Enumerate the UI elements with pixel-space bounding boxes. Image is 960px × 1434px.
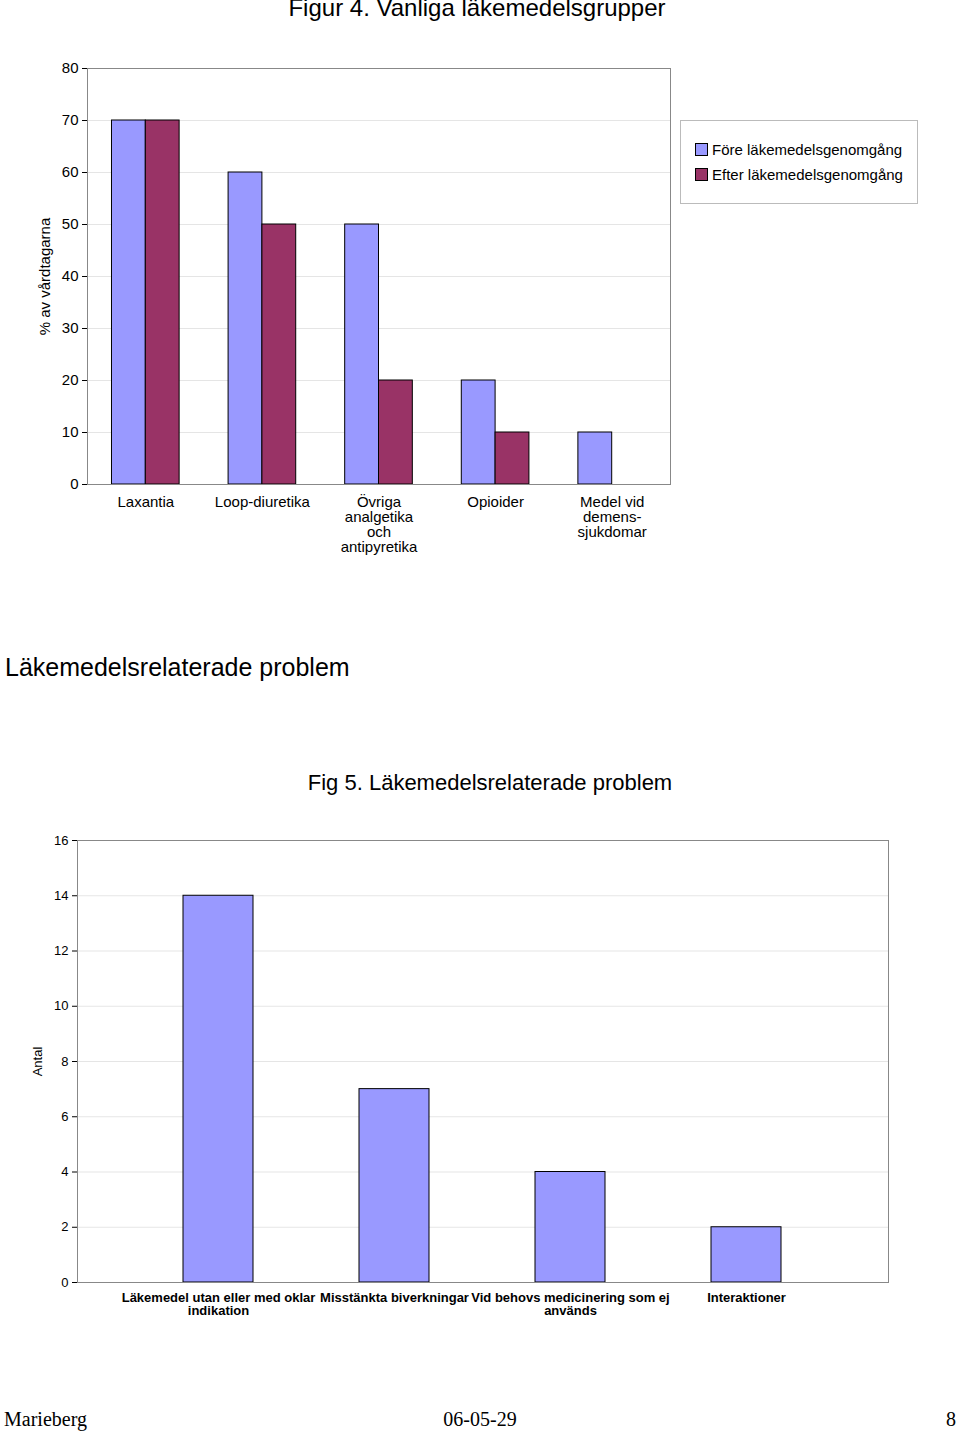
svg-text:Övrigaanalgetikaochantipyretik: Övrigaanalgetikaochantipyretika — [341, 493, 418, 555]
svg-text:Vid behovs medicinering som ej: Vid behovs medicinering som ejanvänds — [471, 1290, 669, 1318]
svg-text:6: 6 — [61, 1109, 68, 1124]
html-text:Marieberg: Marieberg — [4, 1408, 87, 1430]
svg-text:80: 80 — [62, 59, 79, 76]
svg-text:2: 2 — [61, 1219, 68, 1234]
svg-text:12: 12 — [54, 943, 68, 958]
svg-text:Medel viddemens-sjukdomar: Medel viddemens-sjukdomar — [578, 493, 647, 540]
svg-text:Misstänkta biverkningar: Misstänkta biverkningar — [320, 1290, 469, 1305]
svg-text:Läkemedel utan eller med oklar: Läkemedel utan eller med oklarindikation — [122, 1290, 316, 1318]
svg-text:4: 4 — [61, 1164, 68, 1179]
html-text:Läkemedelsrelaterade problem: Läkemedelsrelaterade problem — [5, 653, 350, 681]
svg-text:Interaktioner: Interaktioner — [707, 1290, 786, 1305]
html-text:Efter läkemedelsgenomgång: Efter läkemedelsgenomgång — [712, 166, 903, 183]
svg-text:30: 30 — [62, 319, 79, 336]
svg-text:Laxantia: Laxantia — [117, 493, 174, 510]
svg-text:10: 10 — [54, 998, 68, 1013]
svg-text:Antal: Antal — [30, 1047, 45, 1077]
svg-text:0: 0 — [70, 475, 78, 492]
svg-text:% av vårdtagarna: % av vårdtagarna — [36, 217, 53, 335]
svg-text:70: 70 — [62, 111, 79, 128]
svg-text:60: 60 — [62, 163, 79, 180]
html-text:Fig 5. Läkemedelsrelaterade pr: Fig 5. Läkemedelsrelaterade problem — [307, 770, 673, 795]
svg-text:14: 14 — [54, 888, 68, 903]
svg-text:20: 20 — [62, 371, 79, 388]
svg-text:16: 16 — [54, 833, 68, 848]
svg-text:8: 8 — [61, 1054, 68, 1069]
html-text:8: 8 — [946, 1408, 956, 1430]
svg-text:Opioider: Opioider — [467, 493, 524, 510]
svg-text:10: 10 — [62, 423, 79, 440]
html-text:Före läkemedelsgenomgång: Före läkemedelsgenomgång — [712, 141, 903, 158]
svg-text:Loop-diuretika: Loop-diuretika — [215, 493, 311, 510]
svg-text:50: 50 — [62, 215, 79, 232]
svg-text:40: 40 — [62, 267, 79, 284]
svg-text:0: 0 — [61, 1275, 68, 1290]
html-text:06-05-29: 06-05-29 — [443, 1408, 517, 1430]
